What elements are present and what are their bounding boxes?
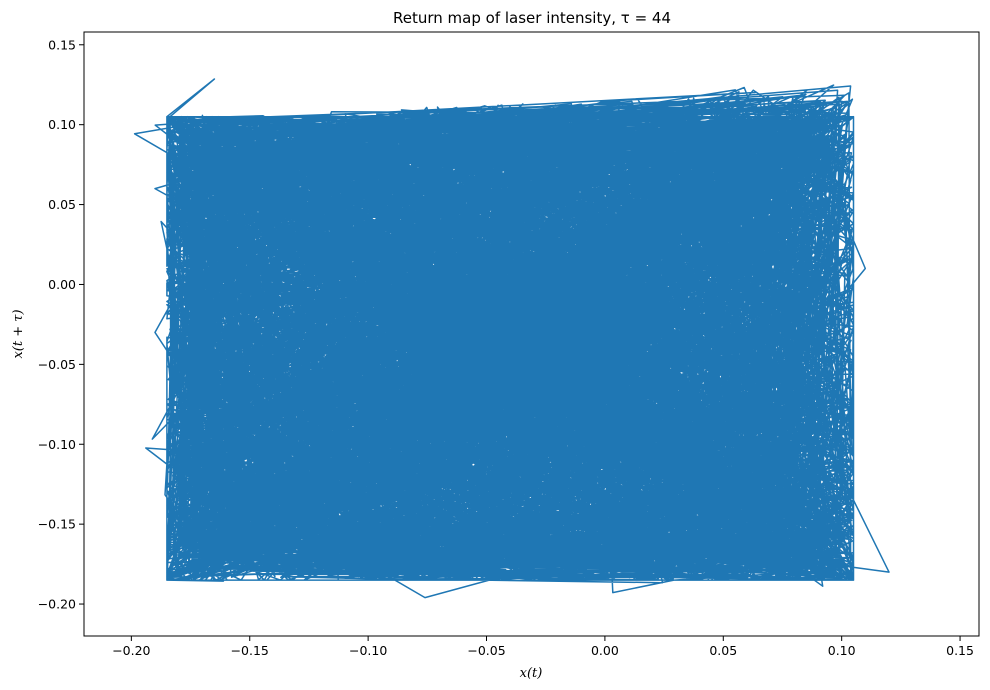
y-tick-label: −0.20 [38, 597, 76, 612]
x-tick-label: −0.20 [112, 643, 150, 658]
x-tick-label: −0.10 [349, 643, 387, 658]
trajectory-line [133, 78, 890, 599]
y-tick-label: 0.15 [48, 37, 76, 52]
x-tick-label: 0.10 [828, 643, 856, 658]
x-tick-label: −0.05 [467, 643, 505, 658]
trajectory-series [133, 78, 890, 599]
y-tick-label: 0.10 [48, 117, 76, 132]
y-tick-label: −0.05 [38, 357, 76, 372]
x-tick-label: 0.00 [591, 643, 619, 658]
chart-title: Return map of laser intensity, τ = 44 [393, 9, 671, 27]
y-tick-label: 0.05 [48, 197, 76, 212]
y-axis-label: x(t + τ) [11, 309, 26, 358]
plot-frame [83, 31, 980, 637]
x-tick-label: 0.05 [709, 643, 737, 658]
x-tick-label: 0.15 [946, 643, 974, 658]
y-tick-label: −0.15 [38, 517, 76, 532]
x-axis-label: x(t) [520, 666, 543, 681]
y-axis-ticks: −0.20 −0.15 −0.10 −0.05 0.00 0.05 0.10 0.15 [38, 37, 84, 612]
y-tick-label: 0.00 [48, 277, 76, 292]
x-axis-ticks: −0.20 −0.15 −0.10 −0.05 0.00 0.05 0.10 0.15 [112, 636, 974, 658]
y-tick-label: −0.10 [38, 437, 76, 452]
x-tick-label: −0.15 [231, 643, 269, 658]
